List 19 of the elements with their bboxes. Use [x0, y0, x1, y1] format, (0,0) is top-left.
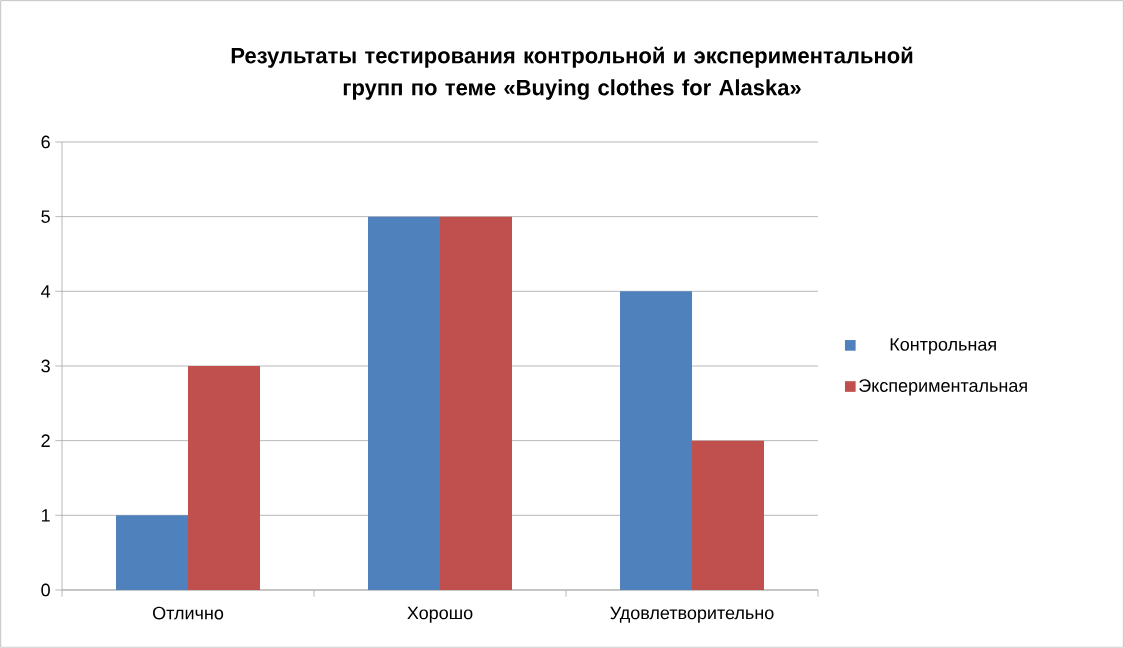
- legend-label: Экспериментальная: [859, 379, 1027, 396]
- bar: [116, 515, 189, 590]
- bar: [440, 216, 512, 590]
- legend-label: Контрольная: [890, 338, 996, 355]
- y-tick-label: 0: [41, 583, 50, 597]
- bar: [620, 291, 693, 590]
- x-tick-label: Удовлетворительно: [610, 606, 774, 623]
- x-tick-label: Хорошо: [407, 606, 473, 623]
- y-tick-label: 2: [41, 434, 50, 447]
- bar: [368, 216, 441, 590]
- chart-title: Результаты тестирования контрольной и экспериментальной групп по теме «Buying clothes for Alaska»: [231, 46, 913, 100]
- y-tick-label: 1: [42, 509, 50, 522]
- bar: [188, 365, 260, 590]
- bar: [692, 440, 764, 590]
- y-tick-label: 5: [41, 210, 50, 223]
- y-tick-label: 3: [41, 359, 50, 373]
- y-tick-label: 4: [41, 285, 51, 298]
- y-tick-label: 6: [41, 135, 50, 149]
- x-tick-label: Отлично: [153, 606, 224, 620]
